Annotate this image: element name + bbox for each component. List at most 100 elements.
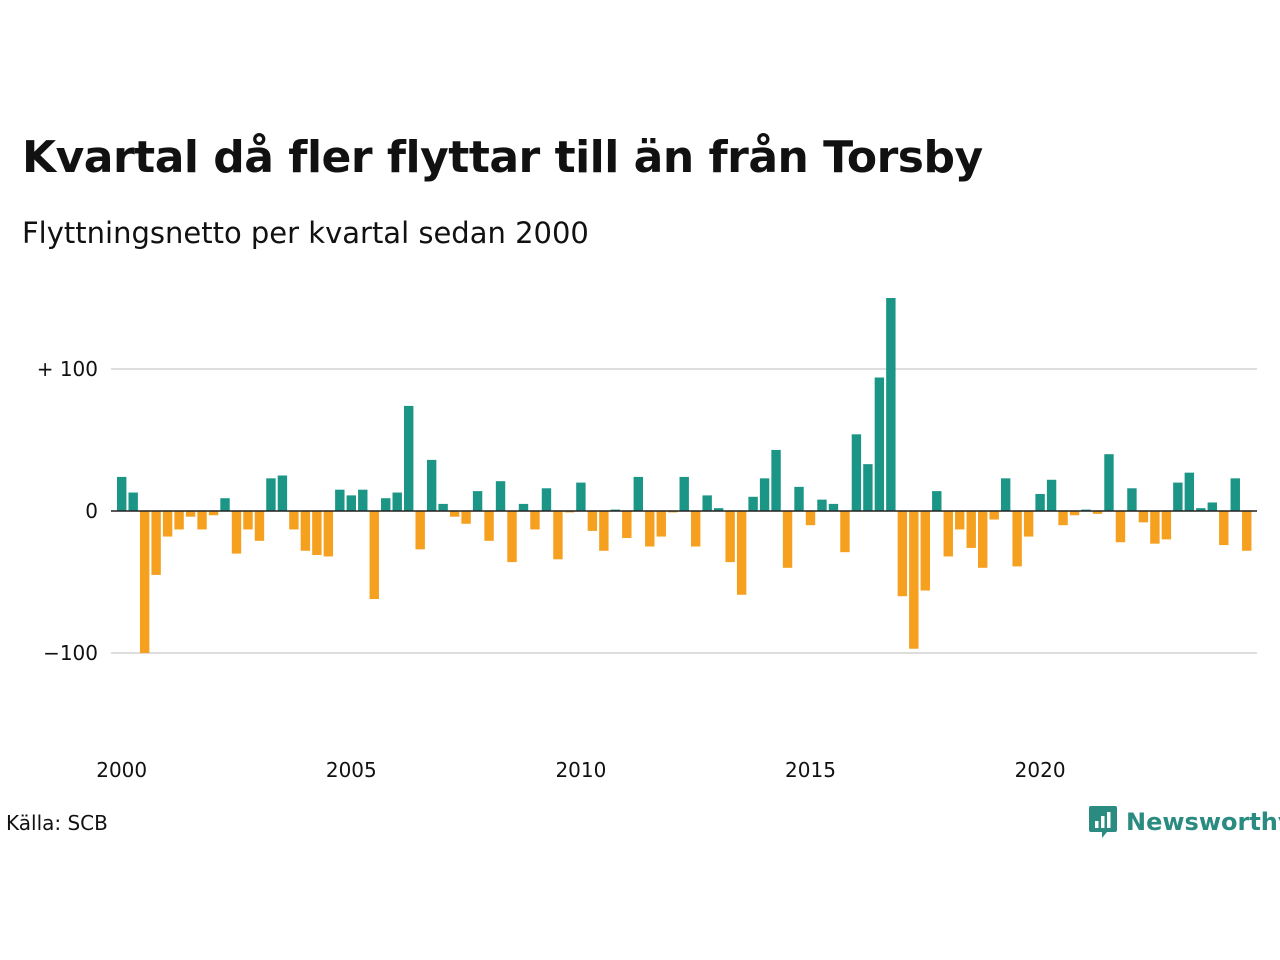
bar xyxy=(725,511,735,563)
y-tick-label: 0 xyxy=(85,499,98,523)
bar xyxy=(840,511,850,553)
bar xyxy=(174,511,184,530)
bar xyxy=(587,511,598,531)
bar xyxy=(759,478,770,511)
bar xyxy=(1000,478,1011,511)
bar xyxy=(1012,511,1022,567)
bar xyxy=(231,511,242,554)
gridlines xyxy=(111,368,1257,654)
bar xyxy=(266,478,276,511)
source-label: Källa: SCB xyxy=(6,811,108,835)
bar xyxy=(828,503,839,511)
bar xyxy=(1242,511,1252,551)
bar xyxy=(1230,478,1240,511)
bar xyxy=(736,511,747,595)
x-tick-label: 2015 xyxy=(785,758,836,782)
bar xyxy=(794,486,804,511)
bar xyxy=(243,511,253,530)
bars xyxy=(117,298,1252,653)
bar xyxy=(300,511,311,551)
x-tick-label: 2000 xyxy=(96,758,147,782)
bar xyxy=(507,511,517,563)
bar xyxy=(277,475,288,511)
bar xyxy=(208,511,219,516)
bar xyxy=(702,495,712,511)
bar xyxy=(117,476,127,511)
bar xyxy=(897,511,908,597)
bar xyxy=(404,405,414,511)
bar xyxy=(518,503,529,511)
bar xyxy=(438,503,448,511)
bar xyxy=(943,511,953,557)
x-tick-label: 2005 xyxy=(326,758,377,782)
bar xyxy=(289,511,299,530)
bar xyxy=(1092,511,1103,514)
bar xyxy=(1196,508,1206,511)
bar xyxy=(978,511,988,568)
bar xyxy=(1023,511,1034,537)
bar xyxy=(484,511,494,541)
bar xyxy=(805,511,816,526)
bar xyxy=(197,511,207,530)
bar xyxy=(553,511,563,560)
bar xyxy=(151,511,161,575)
bar xyxy=(220,498,230,511)
bar xyxy=(817,499,827,511)
bar xyxy=(162,511,173,537)
bar xyxy=(599,511,609,551)
y-tick-label: + 100 xyxy=(37,357,98,381)
bar xyxy=(495,481,506,511)
bar xyxy=(426,459,437,511)
bar xyxy=(449,511,460,517)
bar xyxy=(1115,511,1126,543)
y-axis: + 100 0 −100 xyxy=(37,357,98,665)
bar xyxy=(1127,488,1137,511)
bar xyxy=(863,464,873,511)
bar xyxy=(541,488,552,511)
bar xyxy=(530,511,540,530)
bar xyxy=(358,489,368,511)
bar xyxy=(1104,454,1114,511)
bar xyxy=(1138,511,1149,523)
bar xyxy=(1184,472,1195,511)
bar xyxy=(771,449,781,511)
bar xyxy=(851,434,862,511)
bar xyxy=(955,511,965,530)
bar xyxy=(1035,493,1045,511)
bar xyxy=(656,511,666,537)
bar xyxy=(1069,511,1080,516)
bar xyxy=(989,511,999,520)
bar xyxy=(748,496,758,511)
bar xyxy=(920,511,930,591)
bar xyxy=(335,489,345,511)
x-axis: 2000 2005 2010 2015 2020 xyxy=(96,758,1065,782)
bar xyxy=(369,511,379,600)
bar xyxy=(128,492,138,511)
x-tick-label: 2020 xyxy=(1015,758,1066,782)
bar xyxy=(966,511,976,548)
bar xyxy=(1150,511,1160,544)
bar xyxy=(346,495,356,511)
bar xyxy=(782,511,793,568)
bar xyxy=(909,511,919,649)
brand-logo[interactable]: Newsworthy xyxy=(1088,804,1280,840)
bar xyxy=(633,476,643,511)
x-tick-label: 2010 xyxy=(555,758,606,782)
bar xyxy=(254,511,265,541)
bar xyxy=(1046,479,1057,511)
bar xyxy=(381,498,391,511)
bar xyxy=(1161,511,1172,540)
newsworthy-logo-icon xyxy=(1089,806,1117,838)
chart-title: Kvartal då fler flyttar till än från Tor… xyxy=(22,132,983,183)
bar xyxy=(185,511,196,517)
bar xyxy=(139,511,150,653)
bar xyxy=(691,511,701,547)
bar xyxy=(679,476,689,511)
bar xyxy=(461,511,471,524)
bar xyxy=(886,298,896,511)
bar xyxy=(472,491,483,511)
bar xyxy=(415,511,425,550)
bar xyxy=(1207,502,1217,511)
bar xyxy=(874,377,885,511)
bar-chart: + 100 0 −100 2000 2005 2010 2015 2020 xyxy=(37,298,1257,782)
